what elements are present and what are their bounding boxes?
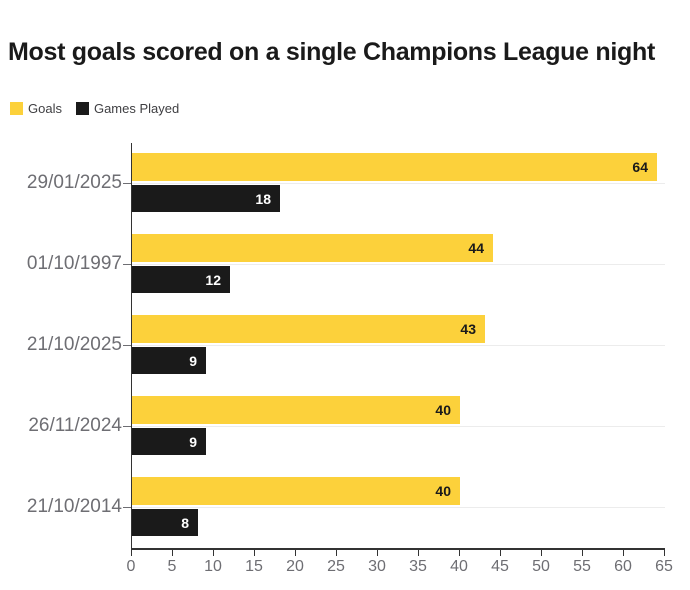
category-gridline bbox=[132, 183, 665, 184]
y-axis-line bbox=[131, 143, 132, 548]
category-label: 29/01/2025 bbox=[26, 172, 122, 193]
x-axis-tick bbox=[664, 550, 665, 556]
legend-item-games-played: Games Played bbox=[75, 101, 180, 116]
category-tick bbox=[123, 507, 131, 508]
bar-goals: 44 bbox=[132, 234, 493, 262]
x-axis-tick bbox=[377, 550, 378, 556]
x-tick-label: 20 bbox=[286, 558, 304, 575]
x-tick-label: 55 bbox=[573, 558, 591, 575]
bar-value-label: 12 bbox=[205, 271, 221, 288]
bar-value-label: 43 bbox=[460, 321, 476, 337]
category-gridline bbox=[132, 507, 665, 508]
legend-label-games-played: Games Played bbox=[93, 101, 180, 116]
goals-swatch-icon bbox=[10, 102, 23, 115]
x-tick-label: 0 bbox=[126, 558, 136, 575]
x-axis-tick bbox=[213, 550, 214, 556]
x-axis-tick bbox=[582, 550, 583, 556]
x-axis-tick bbox=[295, 550, 296, 556]
x-axis-tick bbox=[131, 550, 132, 556]
category-gridline bbox=[132, 264, 665, 265]
bar-value-label: 9 bbox=[189, 433, 197, 450]
x-axis-tick bbox=[336, 550, 337, 556]
x-axis-line bbox=[131, 548, 665, 550]
bar-goals: 43 bbox=[132, 315, 485, 343]
bar-chart: 29/01/2025 64 18 01/10/1997 44 12 21/10/2025 43… bbox=[0, 130, 690, 590]
category-label: 01/10/1997 bbox=[26, 253, 122, 274]
chart-legend: Goals Games Played bbox=[10, 101, 179, 116]
bar-games-played: 9 bbox=[132, 428, 206, 455]
x-tick-label: 30 bbox=[368, 558, 386, 575]
x-axis-tick bbox=[172, 550, 173, 556]
bar-value-label: 9 bbox=[189, 352, 197, 369]
x-axis-tick bbox=[623, 550, 624, 556]
bar-value-label: 40 bbox=[435, 402, 451, 418]
x-axis-tick bbox=[459, 550, 460, 556]
category-label: 21/10/2014 bbox=[26, 496, 122, 517]
bar-games-played: 8 bbox=[132, 509, 198, 536]
x-axis-tick bbox=[254, 550, 255, 556]
bar-value-label: 44 bbox=[468, 240, 484, 256]
x-tick-label: 15 bbox=[245, 558, 263, 575]
bar-games-played: 18 bbox=[132, 185, 280, 212]
x-axis-tick bbox=[418, 550, 419, 556]
category-tick bbox=[123, 183, 131, 184]
x-tick-label: 25 bbox=[327, 558, 345, 575]
chart-title: Most goals scored on a single Champions … bbox=[8, 37, 655, 66]
category-tick bbox=[123, 426, 131, 427]
bar-value-label: 40 bbox=[435, 483, 451, 499]
category-label: 26/11/2024 bbox=[28, 415, 122, 436]
x-tick-label: 5 bbox=[167, 558, 177, 575]
bar-value-label: 18 bbox=[255, 190, 271, 207]
category-gridline bbox=[132, 345, 665, 346]
x-tick-label: 45 bbox=[491, 558, 509, 575]
bar-value-label: 64 bbox=[632, 159, 648, 175]
bar-games-played: 12 bbox=[132, 266, 230, 293]
x-tick-label: 65 bbox=[655, 558, 673, 575]
bar-value-label: 8 bbox=[181, 514, 189, 531]
category-gridline bbox=[132, 426, 665, 427]
x-tick-label: 60 bbox=[614, 558, 632, 575]
legend-item-goals: Goals bbox=[10, 101, 62, 116]
category-label: 21/10/2025 bbox=[26, 334, 122, 355]
x-tick-label: 35 bbox=[409, 558, 427, 575]
x-tick-label: 40 bbox=[450, 558, 468, 575]
x-axis-tick bbox=[541, 550, 542, 556]
games-played-swatch-icon bbox=[75, 102, 89, 115]
bar-goals: 40 bbox=[132, 477, 460, 505]
bar-games-played: 9 bbox=[132, 347, 206, 374]
category-tick bbox=[123, 264, 131, 265]
legend-label-goals: Goals bbox=[28, 101, 62, 116]
bar-goals: 64 bbox=[132, 153, 657, 181]
x-axis-tick bbox=[500, 550, 501, 556]
bar-goals: 40 bbox=[132, 396, 460, 424]
category-tick bbox=[123, 345, 131, 346]
x-tick-label: 10 bbox=[204, 558, 222, 575]
x-tick-label: 50 bbox=[532, 558, 550, 575]
